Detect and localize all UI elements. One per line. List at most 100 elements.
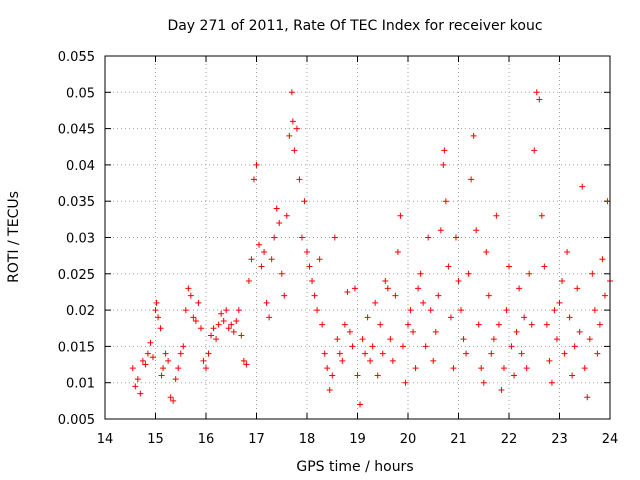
data-point xyxy=(364,314,371,321)
data-point xyxy=(465,270,472,277)
plot-frame xyxy=(104,55,611,420)
data-point xyxy=(417,270,424,277)
data-point xyxy=(369,343,376,350)
data-point xyxy=(149,354,156,361)
data-point xyxy=(271,234,278,241)
data-point xyxy=(506,263,512,270)
data-point xyxy=(571,343,578,350)
data-point xyxy=(576,328,583,335)
y-tick-label: 0.02 xyxy=(66,304,95,319)
data-point xyxy=(152,307,159,314)
data-point xyxy=(223,307,230,314)
data-point xyxy=(604,198,611,205)
y-axis-label: ROTI / TECUs xyxy=(6,191,22,283)
data-point xyxy=(175,365,182,372)
data-point xyxy=(384,285,391,292)
data-point xyxy=(203,365,209,372)
data-point xyxy=(349,343,356,350)
data-point xyxy=(326,386,333,393)
data-point xyxy=(468,176,475,183)
data-point xyxy=(208,332,215,339)
data-point xyxy=(147,339,154,346)
data-point xyxy=(599,256,606,263)
data-point xyxy=(379,350,386,357)
y-tick-label: 0.04 xyxy=(66,159,95,174)
data-point xyxy=(321,350,328,357)
data-point xyxy=(200,357,207,364)
data-point xyxy=(470,132,477,139)
data-point xyxy=(165,357,172,364)
data-point xyxy=(407,307,414,314)
data-point xyxy=(341,321,348,328)
data-point xyxy=(248,256,255,263)
data-point xyxy=(452,234,459,241)
data-point xyxy=(253,161,260,168)
data-point xyxy=(432,328,439,335)
data-point xyxy=(289,118,296,125)
data-point xyxy=(187,292,194,299)
data-point xyxy=(314,307,321,314)
data-point xyxy=(306,263,313,270)
data-point xyxy=(569,372,576,379)
data-point xyxy=(559,278,566,285)
data-point xyxy=(553,336,560,343)
x-tick-label: 16 xyxy=(198,432,215,447)
data-point xyxy=(311,292,318,299)
data-point xyxy=(144,350,151,357)
data-point xyxy=(536,96,543,103)
data-point xyxy=(170,397,177,404)
data-point xyxy=(460,336,467,343)
data-point xyxy=(589,270,596,277)
data-point xyxy=(132,383,139,390)
x-tick-label: 18 xyxy=(299,432,316,447)
data-point xyxy=(268,256,275,263)
data-point xyxy=(158,372,165,379)
y-tick-label: 0.045 xyxy=(58,123,95,138)
data-point xyxy=(440,161,447,168)
data-point xyxy=(513,328,520,335)
data-point xyxy=(581,365,588,372)
data-point xyxy=(473,227,480,234)
data-point xyxy=(584,394,591,401)
data-point xyxy=(450,365,457,372)
data-point xyxy=(533,89,540,96)
data-point xyxy=(516,285,523,292)
data-point xyxy=(228,321,235,328)
data-point xyxy=(594,350,601,357)
data-point xyxy=(155,314,162,321)
x-tick-label: 21 xyxy=(450,432,467,447)
data-point xyxy=(177,350,184,357)
data-point xyxy=(359,336,366,343)
data-point xyxy=(304,249,310,256)
data-point xyxy=(601,292,608,299)
data-point xyxy=(579,183,586,190)
y-tick-label: 0.005 xyxy=(58,413,95,428)
data-point xyxy=(180,343,187,350)
data-point xyxy=(215,321,222,328)
data-point xyxy=(372,299,379,306)
data-point xyxy=(245,278,252,285)
data-point xyxy=(441,147,448,154)
x-tick-label: 22 xyxy=(501,432,518,447)
data-point xyxy=(463,350,470,357)
data-point xyxy=(521,314,528,321)
data-point xyxy=(362,350,369,357)
data-point xyxy=(392,292,399,299)
data-point xyxy=(528,321,535,328)
data-point xyxy=(480,379,487,386)
data-point xyxy=(490,336,497,343)
data-point xyxy=(258,263,265,270)
data-point xyxy=(538,212,545,219)
data-point xyxy=(493,212,500,219)
data-point xyxy=(225,325,232,332)
data-point xyxy=(422,343,429,350)
data-point xyxy=(293,125,300,132)
data-point xyxy=(518,350,525,357)
x-tick-label: 23 xyxy=(551,432,568,447)
data-point xyxy=(334,336,341,343)
data-points xyxy=(129,89,613,408)
data-point xyxy=(551,307,558,314)
grid-lines xyxy=(105,56,610,419)
data-point xyxy=(415,285,422,292)
